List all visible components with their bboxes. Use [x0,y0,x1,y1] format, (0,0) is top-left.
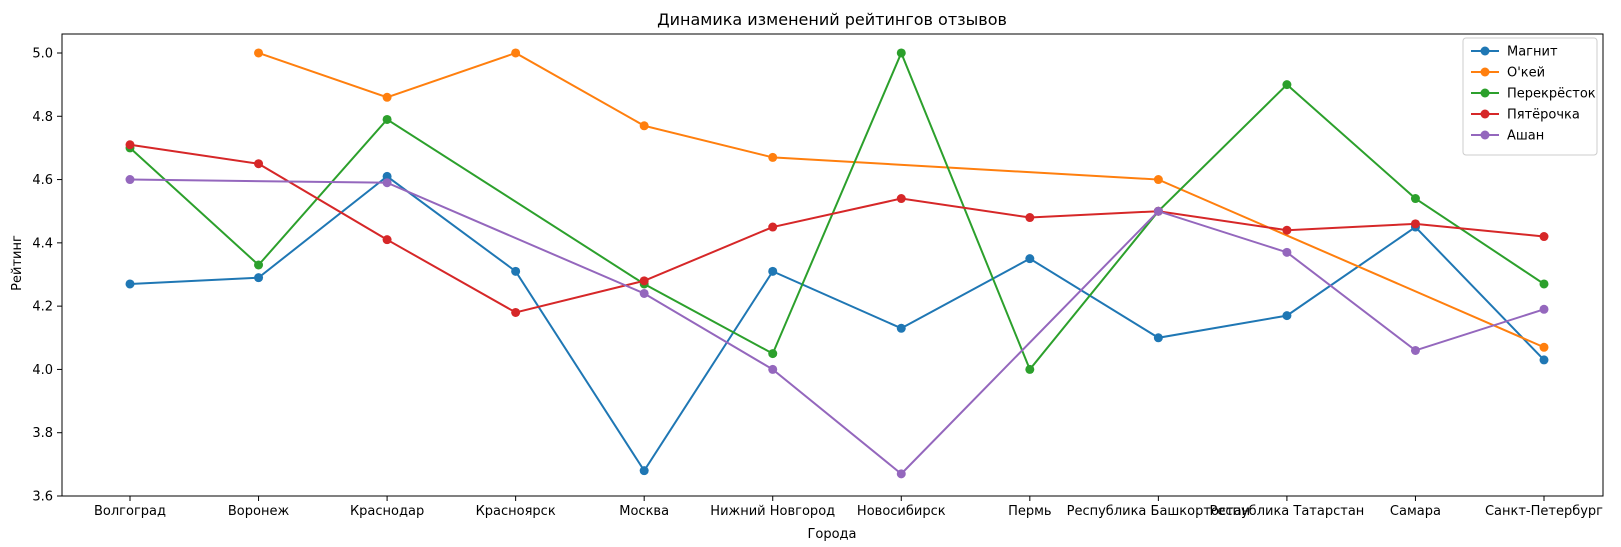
data-point [1282,247,1292,257]
data-point [382,171,392,181]
series-4 [125,140,1549,317]
data-point [382,178,392,188]
legend-marker [1480,109,1490,119]
x-tick-label: Самара [1390,504,1441,519]
data-point [1539,232,1549,242]
data-point [254,260,264,270]
data-point [768,364,778,374]
chart-title: Динамика изменений рейтингов отзывов [657,10,1007,29]
legend-marker [1480,88,1490,98]
data-point [896,48,906,58]
data-point [768,222,778,232]
x-tick-label: Новосибирск [857,504,946,519]
legend-label: Пятёрочка [1507,108,1580,123]
data-point [896,194,906,204]
data-point [1539,342,1549,352]
legend-item: Пятёрочка [1471,108,1580,123]
data-point [382,235,392,245]
legend-box [1462,37,1598,156]
y-tick-label: 5.0 [32,46,53,61]
data-point [1282,80,1292,90]
data-point [1282,311,1292,321]
data-point [1025,254,1035,264]
data-point [125,279,135,289]
data-point [511,307,521,317]
x-tick-label: Волгоград [94,504,166,519]
legend-item: Магнит [1471,45,1558,60]
series-1 [125,171,1549,476]
y-tick-label: 4.2 [32,300,53,315]
legend-marker [1480,130,1490,140]
y-axis-label: Рейтинг [10,235,25,291]
y-tick-label: 3.6 [32,490,53,505]
data-point [1539,304,1549,314]
data-point [768,152,778,162]
data-point [1410,345,1420,355]
series-2 [254,48,1549,352]
legend-marker [1480,67,1490,77]
data-point [1282,225,1292,235]
data-point [768,266,778,276]
data-point [1025,213,1035,223]
legend-label: Магнит [1507,45,1558,60]
data-point [639,288,649,298]
data-point [639,121,649,131]
series-line [129,175,1545,473]
x-tick-label: Санкт-Петербург [1485,504,1603,519]
data-point [1539,355,1549,365]
data-point [639,466,649,476]
data-point [125,175,135,185]
data-point [639,276,649,286]
legend-marker [1480,46,1490,56]
data-point [896,469,906,479]
x-tick-label: Республика Татарстан [1210,504,1365,519]
data-point [1410,219,1420,229]
y-tick-label: 4.8 [32,110,53,125]
legend-item: Перекрёсток [1471,87,1596,102]
legend-label: Ашан [1507,129,1544,144]
data-point [254,273,264,283]
data-point [768,349,778,359]
x-tick-label: Пермь [1008,504,1052,519]
x-tick-label: Красноярск [476,504,556,519]
data-point [254,48,264,58]
legend-item: Ашан [1471,129,1544,144]
data-point [382,114,392,124]
data-point [511,266,521,276]
x-tick-label: Нижний Новгород [710,504,835,519]
y-axis: 3.6 3.8 4.0 4.2 4.4 4.6 4.8 5.0 [32,46,62,505]
data-point [1153,175,1163,185]
data-point [1025,364,1035,374]
series-5 [125,175,1549,479]
legend-item: О'кей [1471,66,1545,81]
data-point [1153,206,1163,216]
y-tick-label: 3.8 [32,426,53,441]
x-axis-label: Города [807,527,856,542]
legend-label: Перекрёсток [1507,87,1596,102]
legend-label: О'кей [1507,66,1545,81]
x-tick-label: Москва [619,504,669,519]
data-point [1410,194,1420,204]
y-tick-label: 4.4 [32,236,53,251]
data-point [511,48,521,58]
series-line [129,143,1545,314]
x-axis: Волгоград Воронеж Краснодар Красноярск Москв… [94,496,1603,519]
legend: Магнит О'кей Перекрёсток Пятёрочка Ашан [1462,37,1598,156]
y-tick-label: 4.6 [32,173,53,188]
data-point [1539,279,1549,289]
x-tick-label: Воронеж [228,504,290,519]
series-layer [125,48,1549,479]
data-point [254,159,264,169]
data-point [1153,333,1163,343]
x-tick-label: Республика Башкортостан [1067,504,1250,519]
data-point [382,92,392,102]
data-point [896,323,906,333]
series-line [129,178,1545,476]
data-point [125,140,135,150]
y-tick-label: 4.0 [32,363,53,378]
x-tick-label: Краснодар [350,504,424,519]
plot-area-frame [61,33,1604,497]
